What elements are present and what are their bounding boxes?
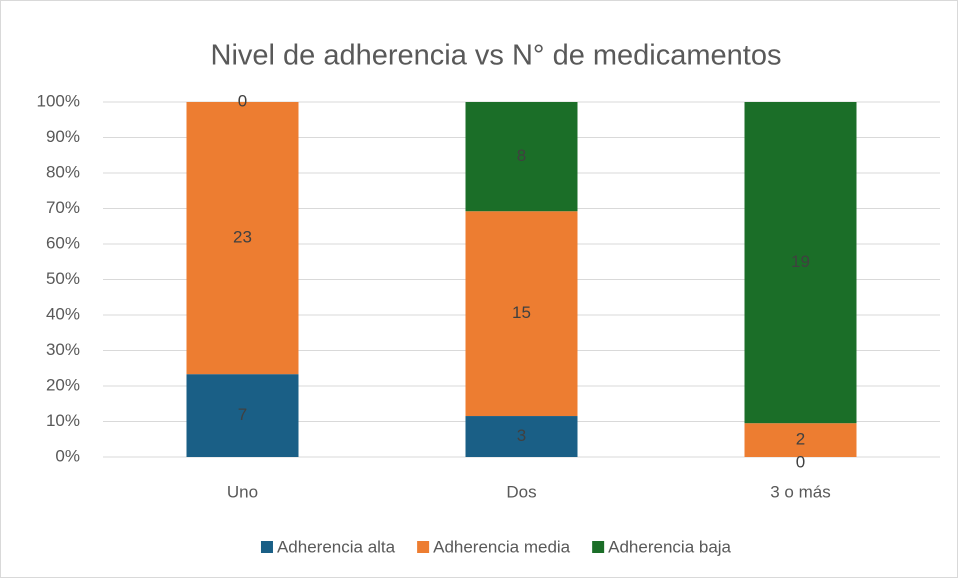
- y-tick-label: 90%: [46, 127, 80, 146]
- x-tick-label: Dos: [506, 482, 536, 501]
- legend-swatch: [417, 541, 430, 553]
- y-tick-label: 30%: [46, 340, 80, 359]
- chart-title: Nivel de adherencia vs N° de medicamento…: [211, 40, 782, 72]
- bar-segment: [186, 374, 299, 457]
- legend-label: Adherencia alta: [277, 537, 396, 556]
- y-tick-label: 50%: [46, 269, 80, 288]
- bar-segment: [465, 102, 578, 212]
- data-label: 7: [238, 405, 247, 424]
- data-label: 2: [796, 430, 805, 449]
- y-tick-label: 10%: [46, 411, 80, 430]
- data-label: 15: [512, 303, 531, 322]
- bar-segment: [744, 423, 857, 457]
- y-tick-label: 100%: [37, 91, 80, 110]
- legend-swatch: [592, 541, 605, 553]
- x-tick-label: Uno: [227, 482, 258, 501]
- bar-segment: [465, 416, 578, 457]
- y-tick-label: 0%: [55, 446, 80, 465]
- bar-segment: [744, 102, 857, 424]
- bar-segment: [186, 102, 299, 375]
- legend-swatch: [260, 541, 273, 553]
- legend-label: Adherencia baja: [608, 537, 731, 556]
- y-tick-label: 20%: [46, 375, 80, 394]
- data-label: 23: [233, 228, 252, 247]
- y-tick-label: 40%: [46, 304, 80, 323]
- data-label: 0: [238, 91, 247, 110]
- data-label: 8: [517, 146, 526, 165]
- y-tick-label: 60%: [46, 233, 80, 252]
- legend-label: Adherencia media: [433, 537, 571, 556]
- bar-segment: [465, 211, 578, 417]
- data-label: 3: [517, 426, 526, 445]
- x-tick-label: 3 o más: [770, 482, 830, 501]
- y-tick-label: 70%: [46, 198, 80, 217]
- y-tick-label: 80%: [46, 162, 80, 181]
- data-label: 19: [791, 252, 810, 271]
- data-label: 0: [796, 452, 805, 471]
